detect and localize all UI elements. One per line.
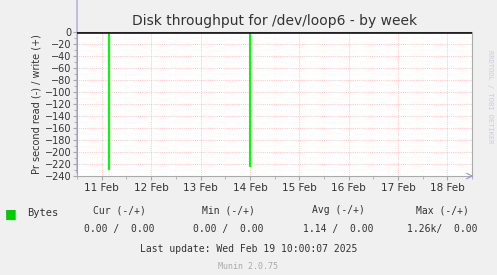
Text: RRDTOOL / TOBI OETIKER: RRDTOOL / TOBI OETIKER xyxy=(487,50,493,143)
Text: Munin 2.0.75: Munin 2.0.75 xyxy=(219,262,278,271)
Text: Bytes: Bytes xyxy=(27,208,59,218)
Text: Max (-/+): Max (-/+) xyxy=(416,205,469,215)
Text: Min (-/+): Min (-/+) xyxy=(202,205,255,215)
Title: Disk throughput for /dev/loop6 - by week: Disk throughput for /dev/loop6 - by week xyxy=(132,14,417,28)
Text: Avg (-/+): Avg (-/+) xyxy=(312,205,364,215)
Text: 1.26k/  0.00: 1.26k/ 0.00 xyxy=(407,224,478,234)
Text: 0.00 /  0.00: 0.00 / 0.00 xyxy=(84,224,155,234)
Text: Cur (-/+): Cur (-/+) xyxy=(93,205,146,215)
Y-axis label: Pr second read (-) / write (+): Pr second read (-) / write (+) xyxy=(32,34,42,174)
Text: 0.00 /  0.00: 0.00 / 0.00 xyxy=(193,224,264,234)
Text: ■: ■ xyxy=(5,207,17,220)
Text: 1.14 /  0.00: 1.14 / 0.00 xyxy=(303,224,373,234)
Text: Last update: Wed Feb 19 10:00:07 2025: Last update: Wed Feb 19 10:00:07 2025 xyxy=(140,244,357,254)
